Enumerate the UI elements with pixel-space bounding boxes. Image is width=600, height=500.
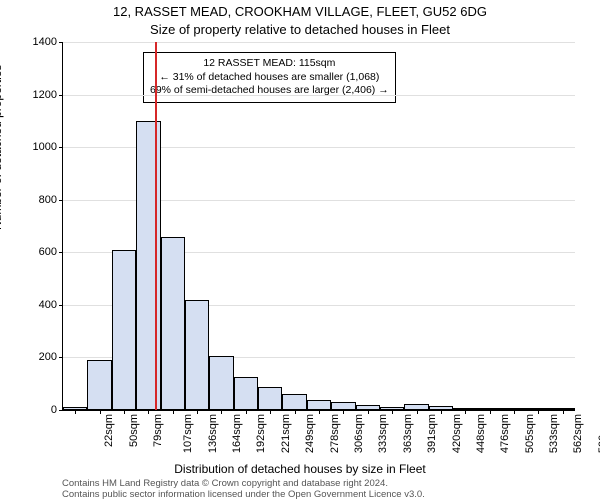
ytick-mark [59, 95, 63, 96]
ytick-mark [59, 410, 63, 411]
xtick-label: 363sqm [402, 414, 414, 453]
xtick-mark [221, 410, 222, 414]
ytick-mark [59, 305, 63, 306]
xtick-mark [197, 410, 198, 414]
xtick-mark [563, 410, 564, 414]
xtick-mark [75, 410, 76, 414]
xtick-mark [270, 410, 271, 414]
y-axis-label: Number of detached properties [0, 65, 4, 230]
ytick-label: 600 [39, 246, 57, 258]
xtick-mark [100, 410, 101, 414]
xtick-mark [441, 410, 442, 414]
gridline-h [63, 42, 575, 43]
xtick-mark [392, 410, 393, 414]
ytick-label: 400 [39, 299, 57, 311]
xtick-label: 50sqm [128, 414, 140, 447]
xtick-mark [246, 410, 247, 414]
xtick-mark [173, 410, 174, 414]
ytick-label: 1400 [33, 36, 57, 48]
xtick-label: 562sqm [573, 414, 585, 453]
ytick-mark [59, 200, 63, 201]
ytick-mark [59, 252, 63, 253]
marker-line [155, 42, 157, 410]
xtick-mark [148, 410, 149, 414]
bar [161, 237, 185, 410]
bar [112, 250, 136, 410]
annotation-line2: ← 31% of detached houses are smaller (1,… [150, 71, 389, 85]
xtick-label: 306sqm [353, 414, 365, 453]
chart-title-line2: Size of property relative to detached ho… [0, 22, 600, 37]
xtick-label: 448sqm [475, 414, 487, 453]
xtick-mark [514, 410, 515, 414]
chart-container: 12, RASSET MEAD, CROOKHAM VILLAGE, FLEET… [0, 0, 600, 500]
ytick-label: 1000 [33, 141, 57, 153]
xtick-mark [124, 410, 125, 414]
bar [258, 387, 282, 410]
bar [209, 356, 233, 410]
attribution-line1: Contains HM Land Registry data © Crown c… [62, 478, 388, 489]
xtick-mark [295, 410, 296, 414]
ytick-label: 0 [51, 404, 57, 416]
plot-area: 12 RASSET MEAD: 115sqm ← 31% of detached… [62, 42, 575, 411]
bar [234, 377, 258, 410]
ytick-mark [59, 357, 63, 358]
xtick-label: 221sqm [280, 414, 292, 453]
bar [87, 360, 111, 410]
xtick-label: 533sqm [548, 414, 560, 453]
ytick-label: 200 [39, 351, 57, 363]
xtick-mark [465, 410, 466, 414]
xtick-mark [319, 410, 320, 414]
xtick-label: 136sqm [207, 414, 219, 453]
gridline-h [63, 95, 575, 96]
ytick-mark [59, 147, 63, 148]
xtick-label: 420sqm [451, 414, 463, 453]
xtick-label: 391sqm [426, 414, 438, 453]
bar [282, 394, 306, 410]
bar [307, 400, 331, 411]
bar [185, 300, 209, 410]
xtick-label: 79sqm [152, 414, 164, 447]
xtick-label: 107sqm [182, 414, 194, 453]
bar [331, 402, 355, 410]
attribution-line2: Contains public sector information licen… [62, 489, 425, 500]
ytick-label: 800 [39, 194, 57, 206]
xtick-mark [490, 410, 491, 414]
xtick-label: 164sqm [231, 414, 243, 453]
xtick-label: 505sqm [524, 414, 536, 453]
annotation-line1: 12 RASSET MEAD: 115sqm [150, 57, 389, 71]
chart-title-line1: 12, RASSET MEAD, CROOKHAM VILLAGE, FLEET… [0, 4, 600, 19]
xtick-mark [343, 410, 344, 414]
xtick-label: 476sqm [499, 414, 511, 453]
xtick-label: 333sqm [378, 414, 390, 453]
xtick-label: 192sqm [256, 414, 268, 453]
xtick-mark [368, 410, 369, 414]
xtick-label: 249sqm [304, 414, 316, 453]
xtick-label: 278sqm [329, 414, 341, 453]
annotation-line3: 69% of semi-detached houses are larger (… [150, 84, 389, 98]
xtick-mark [538, 410, 539, 414]
xtick-label: 22sqm [103, 414, 115, 447]
ytick-label: 1200 [33, 89, 57, 101]
x-axis-label: Distribution of detached houses by size … [0, 462, 600, 476]
xtick-mark [417, 410, 418, 414]
ytick-mark [59, 42, 63, 43]
